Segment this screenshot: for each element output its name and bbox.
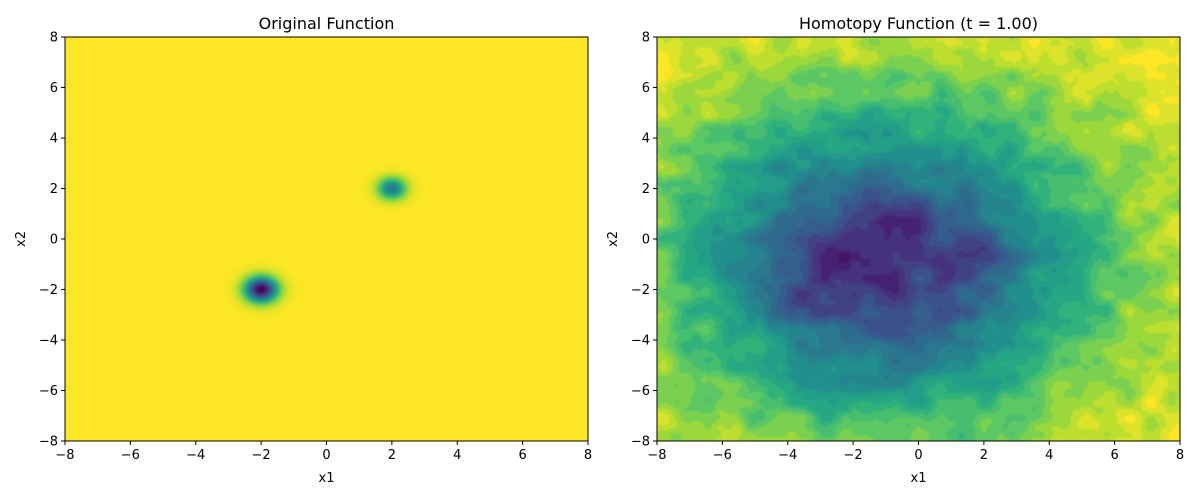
x-tick-label: 2 bbox=[980, 448, 988, 463]
axis-ticks: −8 −6 −4 −2 0 2 4 6 8 −8 −6 −4 −2 0 2 4 6 8 bbox=[631, 31, 1184, 464]
homotopy-function-panel: Homotopy Function (t = 1.00) x1 x2 −8 −6−… bbox=[606, 14, 1184, 486]
x-tick-label: −2 bbox=[252, 448, 271, 463]
y-tick-label: −2 bbox=[39, 283, 58, 298]
chart-title: Homotopy Function (t = 1.00) bbox=[799, 14, 1038, 33]
y-tick-label: 6 bbox=[642, 81, 650, 96]
x-tick-label: 0 bbox=[914, 448, 922, 463]
y-axis-label: x2 bbox=[14, 231, 29, 247]
x-tick-label: 8 bbox=[1176, 448, 1184, 463]
x-tick-label: 6 bbox=[1110, 448, 1118, 463]
y-tick-label: 0 bbox=[642, 233, 650, 248]
y-tick-label: 8 bbox=[642, 31, 650, 46]
x-tick-label: −4 bbox=[186, 448, 205, 463]
axis-ticks: −8 −6 −4 −2 0 2 4 6 8 −8 −6 −4 −2 0 2 4 6 8 bbox=[39, 31, 592, 464]
y-tick-label: 0 bbox=[50, 233, 58, 248]
y-tick-label: 4 bbox=[50, 132, 58, 147]
y-axis-label: x2 bbox=[606, 231, 621, 247]
chart-title: Original Function bbox=[259, 14, 395, 33]
y-tick-label: 6 bbox=[50, 81, 58, 96]
y-tick-label: −6 bbox=[39, 384, 58, 399]
x-tick-label: −6 bbox=[713, 448, 732, 463]
x-tick-label: −8 bbox=[55, 448, 74, 463]
x-tick-label: 6 bbox=[518, 448, 526, 463]
y-tick-label: −8 bbox=[39, 435, 58, 450]
y-tick-label: 2 bbox=[642, 182, 650, 197]
x-tick-label: 0 bbox=[322, 448, 330, 463]
x-tick-label: −6 bbox=[121, 448, 140, 463]
y-tick-label: −6 bbox=[631, 384, 650, 399]
x-tick-label: 4 bbox=[1045, 448, 1053, 463]
x-tick-label: 8 bbox=[584, 448, 592, 463]
y-tick-label: 4 bbox=[642, 132, 650, 147]
x-tick-label: −2 bbox=[844, 448, 863, 463]
y-tick-label: −4 bbox=[631, 334, 650, 349]
x-tick-label: 4 bbox=[453, 448, 461, 463]
original-function-panel: Original Function x1 x2 −8 −6 −4 −2 0 2 4 6 8−8−… bbox=[14, 14, 592, 486]
y-tick-label: 2 bbox=[50, 182, 58, 197]
y-tick-label: −8 bbox=[631, 435, 650, 450]
original-function-heatmap bbox=[65, 37, 588, 441]
homotopy-function-heatmap bbox=[657, 37, 1180, 441]
x-axis-label: x1 bbox=[319, 471, 335, 486]
x-axis-label: x1 bbox=[911, 471, 927, 486]
x-tick-label: −8 bbox=[647, 448, 666, 463]
x-tick-label: −4 bbox=[778, 448, 797, 463]
y-tick-label: −2 bbox=[631, 283, 650, 298]
y-tick-label: 8 bbox=[50, 31, 58, 46]
x-tick-label: 2 bbox=[388, 448, 396, 463]
y-tick-label: −4 bbox=[39, 334, 58, 349]
